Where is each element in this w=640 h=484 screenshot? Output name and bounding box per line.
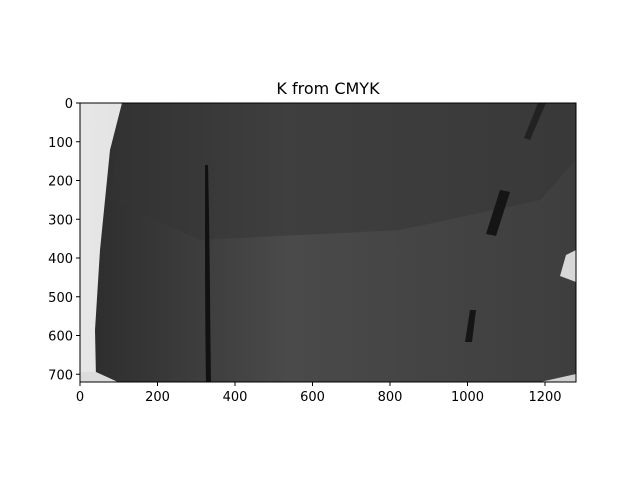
axes-frame	[79, 102, 577, 383]
image-dash	[486, 190, 510, 236]
x-tick-label: 0	[76, 390, 84, 405]
y-tick-label: 0	[65, 97, 73, 112]
y-tick-label: 300	[48, 213, 73, 228]
y-tick-label: 100	[48, 136, 73, 151]
x-tick-label: 800	[378, 390, 403, 405]
image-corner	[80, 372, 118, 382]
x-tick-label: 600	[300, 390, 325, 405]
image-line	[205, 165, 211, 382]
x-tick-label: 1000	[451, 390, 484, 405]
y-tick-label: 700	[48, 368, 73, 383]
chart-title: K from CMYK	[276, 79, 380, 98]
y-tick-label: 500	[48, 291, 73, 306]
image-dash	[524, 103, 546, 140]
image-bright	[560, 250, 576, 282]
x-tick-label: 200	[145, 390, 170, 405]
x-tick-label: 1200	[528, 390, 561, 405]
image-shade	[110, 103, 576, 240]
y-tick-label: 400	[48, 252, 73, 267]
y-tick-label: 600	[48, 330, 73, 345]
y-tick-label: 200	[48, 175, 73, 190]
image	[79, 102, 577, 383]
image-dash	[465, 310, 476, 342]
x-tick-label: 400	[223, 390, 248, 405]
